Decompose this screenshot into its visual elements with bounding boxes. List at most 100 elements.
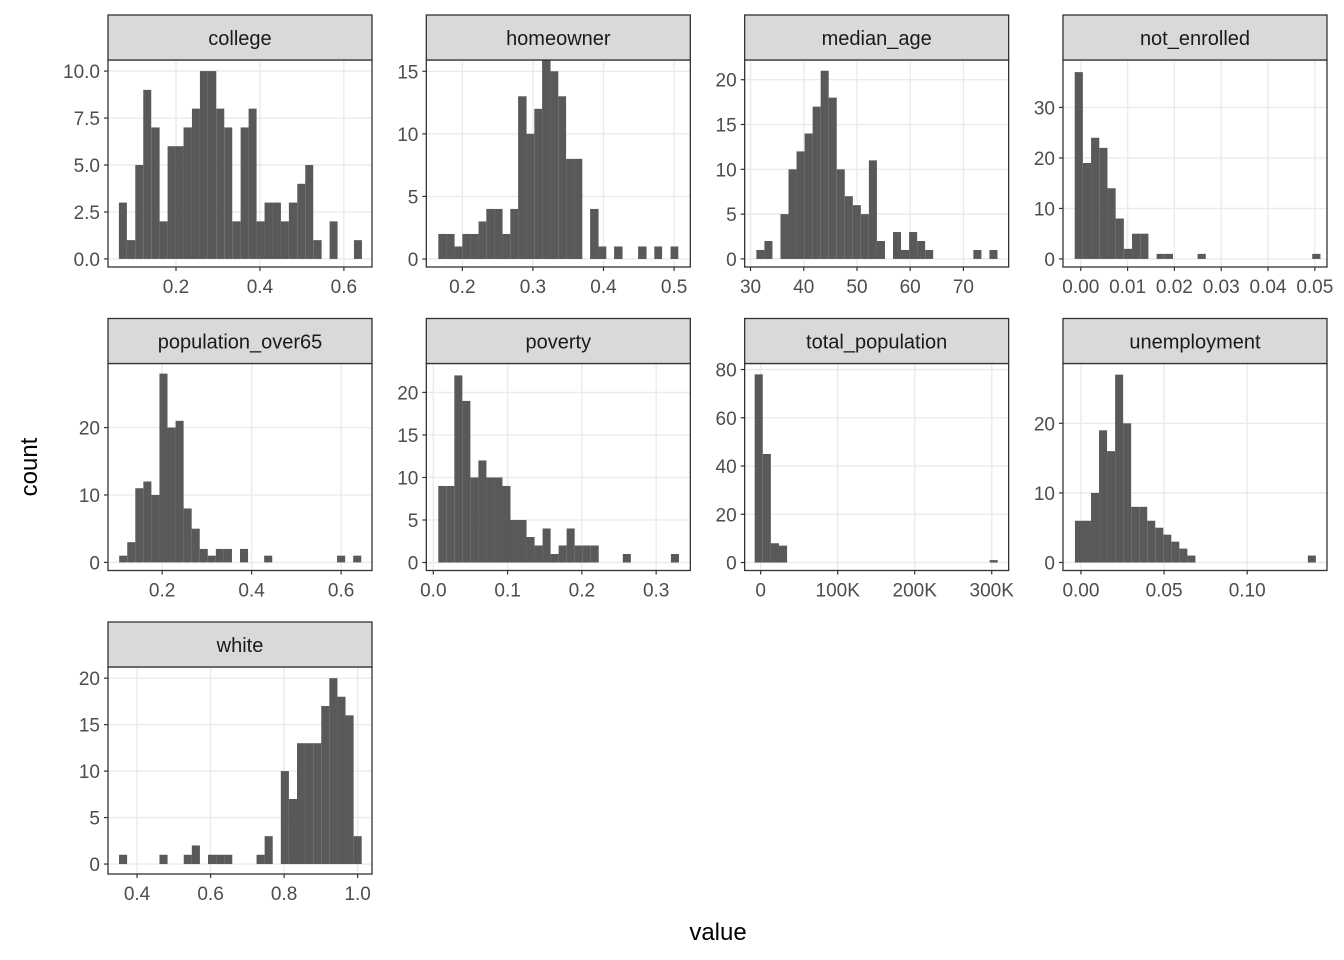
histogram-bar: [272, 202, 281, 259]
histogram-bar: [868, 160, 877, 259]
y-tick-label: 10: [1034, 199, 1055, 220]
histogram-bar: [159, 221, 168, 259]
histogram-bar: [223, 548, 232, 563]
histogram-bar: [216, 854, 225, 865]
histogram-bar: [654, 246, 663, 259]
x-tick-label: 70: [953, 277, 974, 298]
histogram-bar: [232, 221, 241, 259]
histogram-bar: [167, 146, 176, 259]
y-tick-label: 0.0: [74, 250, 100, 271]
histogram-bar: [1123, 248, 1133, 259]
panel: 0 10 20 30 0.00 0.01 0.02 0.03 0.04 0.05 not_enrol…: [1034, 14, 1333, 298]
y-tick-label: 0: [89, 553, 100, 574]
histogram-bar: [812, 106, 821, 259]
x-tick-label: 0.02: [1156, 277, 1193, 298]
y-tick-label: 5.0: [74, 156, 100, 177]
panel: 0 5 10 15 20 30 40 50 60 70 median_age: [716, 14, 1010, 298]
strip: [744, 14, 1010, 61]
histogram-bar: [478, 460, 487, 563]
histogram-bar: [135, 165, 144, 259]
histogram-bar: [151, 127, 160, 259]
histogram-bar: [305, 743, 314, 865]
histogram-bar: [804, 133, 813, 259]
y-tick-label: 80: [716, 361, 737, 382]
x-tick-label: 0: [755, 581, 766, 602]
histogram-bar: [486, 477, 495, 563]
histogram-bar: [297, 183, 306, 259]
histogram-bar: [337, 555, 346, 563]
histogram-bar: [240, 127, 249, 259]
histogram-bar: [614, 246, 623, 259]
strip-title: white: [216, 635, 264, 657]
histogram-bar: [844, 196, 853, 259]
strip: [425, 317, 691, 365]
histogram-bar: [438, 233, 447, 259]
strip: [1062, 14, 1328, 61]
histogram-bar: [1197, 253, 1206, 259]
histogram-bar: [353, 555, 362, 563]
y-tick-label: 20: [1034, 414, 1055, 435]
histogram-bar: [566, 528, 575, 563]
histogram-bar: [446, 485, 455, 563]
histogram-bar: [526, 133, 535, 259]
x-tick-label: 60: [900, 277, 921, 298]
histogram-bar: [119, 854, 128, 865]
x-tick-label: 0.8: [271, 884, 297, 905]
histogram-bar: [288, 202, 298, 259]
histogram-bar: [1091, 137, 1100, 259]
strip: [1062, 317, 1328, 365]
x-tick-label: 0.2: [569, 581, 595, 602]
y-tick-label: 10: [79, 762, 100, 783]
histogram-bar: [118, 202, 127, 259]
x-tick-label: 0.4: [124, 884, 151, 905]
histogram-bar: [558, 96, 567, 259]
histogram-bar: [1099, 430, 1108, 563]
histogram-bar: [321, 706, 330, 865]
x-tick-label: 0.00: [1062, 277, 1099, 298]
histogram-bar: [1099, 147, 1108, 259]
y-tick-label: 5: [89, 809, 100, 830]
histogram-bar: [558, 545, 567, 563]
y-tick-label: 0: [1044, 250, 1055, 271]
y-tick-label: 10.0: [63, 62, 100, 83]
histogram-bar: [159, 373, 168, 563]
y-tick-label: 20: [79, 419, 100, 440]
histogram-bar: [574, 545, 583, 563]
y-tick-label: 10: [397, 468, 418, 489]
histogram-bar: [550, 554, 559, 563]
histogram-bar: [762, 453, 771, 563]
panel: 0 5 10 15 0.2 0.3 0.4 0.5 homeowner: [397, 14, 691, 298]
histogram-bar: [288, 798, 297, 865]
histogram-bar: [909, 232, 918, 259]
x-tick-label: 0.03: [1203, 277, 1240, 298]
histogram-bar: [329, 221, 338, 259]
histogram-bar: [754, 374, 763, 563]
histogram-bar: [925, 249, 934, 259]
histogram-bar: [852, 205, 861, 259]
histogram-bar: [534, 545, 543, 563]
histogram-bar: [901, 249, 910, 259]
histogram-bar: [207, 71, 217, 259]
histogram-bar: [248, 108, 257, 259]
histogram-bar: [264, 555, 273, 563]
x-tick-label: 0.10: [1229, 581, 1266, 602]
strip: [107, 317, 373, 365]
histogram-bar: [1163, 534, 1172, 563]
histogram-bar: [788, 169, 797, 259]
histogram-bar: [191, 528, 200, 563]
y-tick-label: 5: [408, 511, 419, 532]
x-tick-label: 0.2: [163, 277, 189, 298]
histogram-bar: [454, 375, 463, 563]
panel: 0 10 20 0.00 0.05 0.10 unemployment: [1034, 317, 1328, 602]
x-tick-label: 0.4: [590, 277, 617, 298]
x-tick-label: 40: [793, 277, 814, 298]
histogram-bar: [256, 221, 265, 259]
histogram-bar: [510, 519, 519, 563]
y-tick-label: 2.5: [74, 203, 100, 224]
histogram-bar: [973, 249, 982, 259]
histogram-bar: [1139, 506, 1148, 563]
histogram-bar: [119, 555, 128, 563]
x-tick-label: 200K: [893, 581, 938, 602]
y-tick-label: 0: [89, 855, 100, 876]
